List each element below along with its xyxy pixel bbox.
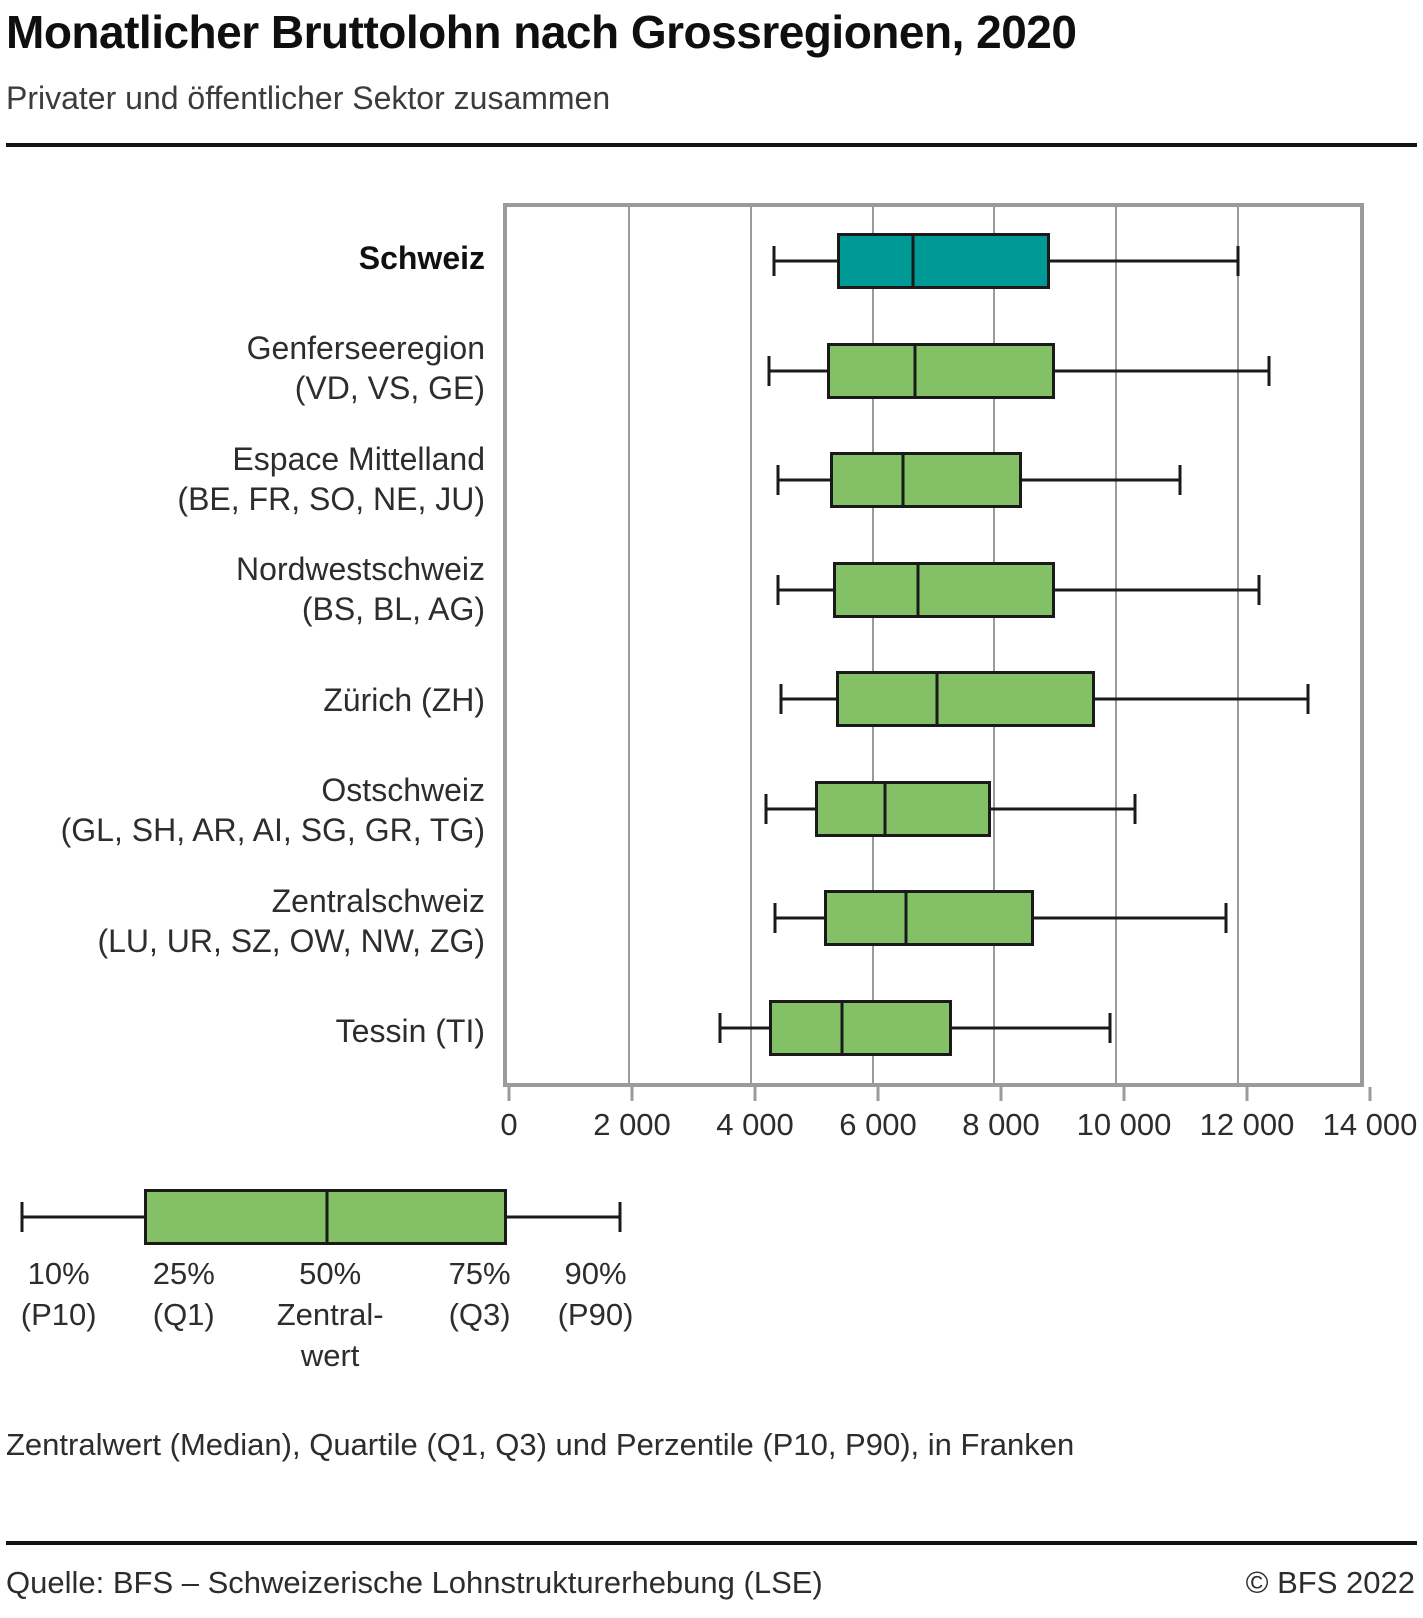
legend-label-25%: 25% (Q1) [152,1255,215,1332]
whisker-cap-p90 [1224,903,1228,934]
legend-label-row: 10% (P10) 25% (Q1) 50% Zentral-wert 75% (Q3) 90%… [16,1253,634,1383]
iqr-box [832,561,1056,618]
legend-iqr-box [144,1188,508,1245]
legend-median-line [325,1188,329,1245]
whisker-cap-p10 [764,793,768,824]
axis-tick-label: 4 000 [716,1106,794,1142]
whisker-cap-p10 [776,574,780,605]
axis-tick [753,1086,757,1101]
whisker-cap-p10 [779,684,783,715]
legend-whisker-cap-p10 [20,1201,24,1232]
legend-label-50%: 50% Zentral-wert [276,1255,384,1373]
legend-label-10%: 10% (P10) [20,1255,97,1332]
iqr-box [814,780,992,837]
whisker-cap-p90 [1236,246,1240,277]
legend-label-90%: 90% (P90) [557,1255,634,1332]
iqr-box [837,233,1050,290]
region-label: Nordwestschweiz (BS, BL, AG) [236,551,485,628]
median-line [901,452,905,509]
legend-boxplot [16,1188,626,1245]
legend-label-75%: 75% (Q3) [448,1255,511,1332]
gridline [749,206,752,1083]
x-axis: 0 2 000 4 000 6 000 8 000 10 000 12 000 14 000 [500,1086,1417,1145]
whisker-cap-p10 [776,465,780,496]
whisker-cap-p90 [1306,684,1310,715]
header-divider [6,142,1417,147]
axis-tick-label: 8 000 [962,1106,1040,1142]
axis-tick [999,1086,1003,1101]
page-subtitle: Privater und öffentlicher Sektor zusamme… [6,79,611,116]
footnote: Zentralwert (Median), Quartile (Q1, Q3) … [6,1426,1075,1462]
iqr-box [768,999,952,1056]
axis-tick [876,1086,880,1101]
axis-tick [507,1086,511,1101]
median-line [904,890,908,947]
axis-tick-label: 2 000 [593,1106,671,1142]
axis-tick-label: 14 000 [1322,1106,1418,1142]
whisker-cap-p90 [1257,574,1261,605]
whisker-cap-p90 [1133,793,1137,824]
page-title: Monatlicher Bruttolohn nach Grossregione… [6,6,1077,58]
whisker-cap-p90 [1108,1012,1112,1043]
gridline [993,206,996,1083]
iqr-box [836,671,1095,728]
whisker-cap-p10 [718,1012,722,1043]
whisker-cap-p10 [767,355,771,386]
gridline [1115,206,1118,1083]
boxplot-chart: Schweiz Genferseeregion (VD, VS, GE) Espace… [6,202,1417,1087]
median-line [916,561,920,618]
axis-tick [1122,1086,1126,1101]
region-label: Genferseeregion (VD, VS, GE) [246,330,485,407]
iqr-box [829,452,1022,509]
legend: 10% (P10) 25% (Q1) 50% Zentral-wert 75% (Q3) 90%… [16,1188,634,1383]
axis-tick-label: 6 000 [839,1106,917,1142]
median-line [913,342,917,399]
source-text: Quelle: BFS – Schweizerische Lohnstruktu… [6,1564,823,1600]
iqr-box [826,342,1056,399]
legend-whisker-cap-p90 [618,1201,622,1232]
median-line [911,233,915,290]
axis-tick-label: 0 [500,1106,518,1142]
plot-area [503,202,1364,1087]
region-label: Ostschweiz (GL, SH, AR, AI, SG, GR, TG) [60,772,485,849]
region-label: Zürich (ZH) [323,681,485,718]
gridline [1237,206,1240,1083]
iqr-box [823,890,1035,947]
gridline [871,206,874,1083]
footer: Quelle: BFS – Schweizerische Lohnstruktu… [6,1540,1417,1601]
median-line [840,999,844,1056]
whisker-cap-p10 [773,903,777,934]
axis-tick-label: 10 000 [1076,1106,1172,1142]
axis-tick [1368,1086,1372,1101]
whisker-cap-p90 [1178,465,1182,496]
region-label: Espace Mittelland (BE, FR, SO, NE, JU) [177,440,485,517]
region-labels: Schweiz Genferseeregion (VD, VS, GE) Espace… [6,203,503,1087]
copyright-text: © BFS 2022 [1245,1564,1415,1600]
axis-tick-label: 12 000 [1199,1106,1295,1142]
gridline [627,206,630,1083]
median-line [883,780,887,837]
region-label: Zentralschweiz (LU, UR, SZ, OW, NW, ZG) [97,882,485,959]
whisker-cap-p90 [1267,355,1271,386]
region-label: Schweiz [358,239,485,276]
axis-tick [630,1086,634,1101]
footer-divider [6,1540,1417,1545]
median-line [935,671,939,728]
whisker-cap-p10 [772,246,776,277]
region-label: Tessin (TI) [335,1013,485,1050]
axis-tick [1245,1086,1249,1101]
